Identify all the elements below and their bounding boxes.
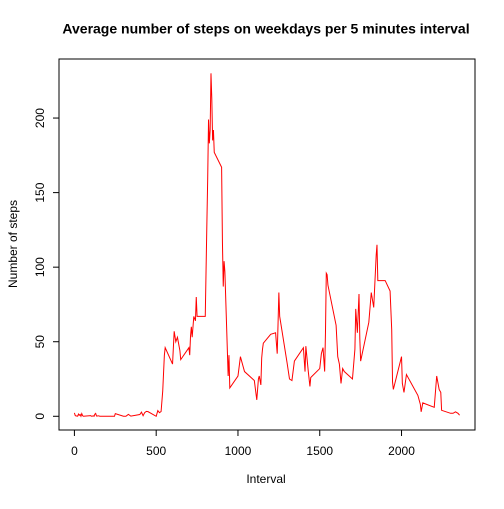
plot-box (58, 58, 476, 431)
x-axis-label: Interval (246, 472, 285, 486)
x-tick-label: 500 (146, 444, 166, 458)
chart-title: Average number of steps on weekdays per … (62, 21, 469, 37)
y-tick-label: 150 (33, 182, 47, 202)
y-tick-label: 50 (33, 335, 47, 349)
y-tick-label: 100 (33, 257, 47, 277)
x-tick-label: 1500 (306, 444, 333, 458)
y-axis-label: Number of steps (6, 200, 20, 288)
y-tick-label: 200 (33, 108, 47, 128)
data-line (73, 73, 460, 418)
y-tick-label: 0 (33, 413, 47, 420)
x-tick-label: 2000 (388, 444, 415, 458)
x-tick-label: 0 (71, 444, 78, 458)
x-tick-label: 1000 (225, 444, 252, 458)
